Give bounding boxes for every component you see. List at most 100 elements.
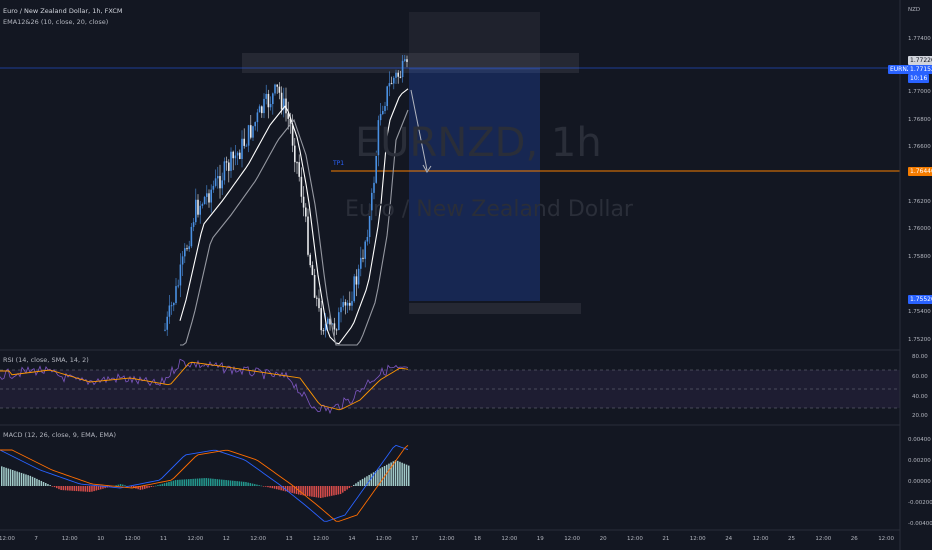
candle — [344, 299, 347, 315]
macd-histogram-bar — [240, 481, 243, 486]
macd-histogram-bar — [38, 479, 40, 486]
candle — [274, 83, 276, 96]
macd-histogram-bar — [133, 486, 135, 488]
price-tick-label: 1.77400 — [908, 36, 931, 42]
time-tick-label: 12:00 — [815, 536, 832, 542]
candle — [272, 92, 274, 115]
candle — [258, 104, 261, 113]
macd-histogram-bar — [350, 486, 353, 487]
candle — [353, 273, 355, 303]
rsi-indicator-label[interactable]: RSI (14, close, SMA, 14, 2) — [3, 356, 89, 364]
macd-histogram-bar — [335, 486, 337, 495]
candle — [177, 279, 179, 289]
macd-histogram-bar — [405, 464, 408, 486]
macd-histogram-bar — [192, 478, 194, 486]
macd-histogram-bar — [346, 486, 348, 490]
macd-histogram-bar — [84, 486, 87, 492]
candle — [208, 189, 210, 208]
macd-histogram-bar — [89, 486, 91, 492]
macd-histogram-bar — [124, 485, 126, 486]
candle — [406, 55, 408, 68]
macd-histogram-bar — [361, 478, 364, 486]
macd-histogram-bar — [148, 486, 150, 488]
candle — [382, 105, 384, 116]
tp-price-tag: 1.76440 — [908, 167, 932, 176]
candle — [197, 194, 199, 218]
macd-histogram-bar — [7, 468, 10, 486]
macd-histogram-bar — [82, 486, 84, 492]
macd-histogram-bar — [12, 470, 14, 486]
time-tick-label: 19 — [536, 536, 544, 542]
candle — [247, 124, 250, 153]
macd-histogram-bar — [265, 486, 267, 487]
time-tick-label: 12:00 — [187, 536, 204, 542]
macd-histogram-bar — [359, 480, 362, 486]
macd-histogram-bar — [150, 486, 153, 487]
macd-histogram-bar — [1, 466, 3, 486]
candle — [239, 149, 241, 160]
candle — [298, 154, 300, 182]
candle — [256, 108, 259, 132]
candle — [300, 167, 303, 203]
tp-label: TP1 — [333, 160, 345, 167]
macd-histogram-bar — [199, 478, 201, 486]
candle — [228, 159, 230, 183]
macd-indicator-label[interactable]: MACD (12, 26, close, 9, EMA, EMA) — [3, 431, 117, 439]
macd-histogram-bar — [86, 486, 89, 492]
candle — [254, 121, 256, 131]
candle — [371, 188, 373, 221]
candle — [384, 101, 386, 114]
macd-histogram-bar — [36, 478, 38, 486]
macd-histogram-bar — [357, 481, 359, 486]
macd-histogram-bar — [155, 485, 157, 487]
candle — [313, 268, 316, 299]
rsi-pane[interactable] — [0, 358, 900, 415]
macd-histogram-bar — [214, 478, 216, 486]
macd-tick-label: -0.00400 — [908, 521, 932, 527]
price-tick-label: 1.76000 — [908, 226, 931, 232]
macd-histogram-bar — [71, 486, 73, 491]
ema-indicator-label[interactable]: EMA12&26 (10, close, 20, close) — [3, 18, 109, 26]
time-tick-label: 13 — [285, 536, 293, 542]
macd-histogram-bar — [234, 480, 236, 486]
macd-histogram-bar — [364, 477, 366, 486]
currency-label: NZD — [908, 7, 921, 13]
candle — [311, 261, 314, 276]
time-tick-label: 12:00 — [564, 536, 581, 542]
candle — [214, 169, 217, 188]
candle — [320, 300, 322, 335]
macd-histogram-bar — [119, 484, 122, 486]
macd-histogram-bar — [5, 467, 7, 486]
candle — [267, 89, 270, 119]
price-tick-label: 1.75200 — [908, 337, 931, 343]
macd-pane[interactable] — [0, 444, 410, 522]
main-chart-pane[interactable] — [0, 12, 900, 346]
macd-histogram-bar — [260, 485, 263, 487]
ema-fast-line — [179, 88, 409, 345]
macd-histogram-bar — [256, 484, 258, 486]
macd-histogram-bar — [258, 485, 260, 486]
macd-histogram-bar — [51, 486, 54, 487]
macd-tick-label: 0.00200 — [908, 458, 931, 464]
candle — [179, 253, 182, 298]
candle — [212, 180, 215, 193]
time-tick-label: 26 — [850, 536, 858, 542]
candle — [379, 102, 382, 126]
time-tick-label: 18 — [474, 536, 481, 542]
time-tick-label: 12:00 — [752, 536, 769, 542]
macd-histogram-bar — [75, 486, 78, 492]
candle — [232, 150, 234, 171]
macd-histogram-bar — [339, 486, 342, 495]
macd-histogram-bar — [9, 469, 12, 486]
countdown-tag: 10:16 — [908, 74, 930, 83]
candle — [175, 278, 177, 305]
candle — [278, 82, 281, 100]
candle — [173, 302, 175, 312]
candle — [184, 243, 186, 263]
macd-histogram-bar — [333, 486, 335, 496]
time-tick-label: 12:00 — [689, 536, 706, 542]
time-tick-label: 12 — [222, 536, 230, 542]
macd-histogram-bar — [251, 483, 254, 486]
price-tick-label: 1.76200 — [908, 199, 931, 205]
